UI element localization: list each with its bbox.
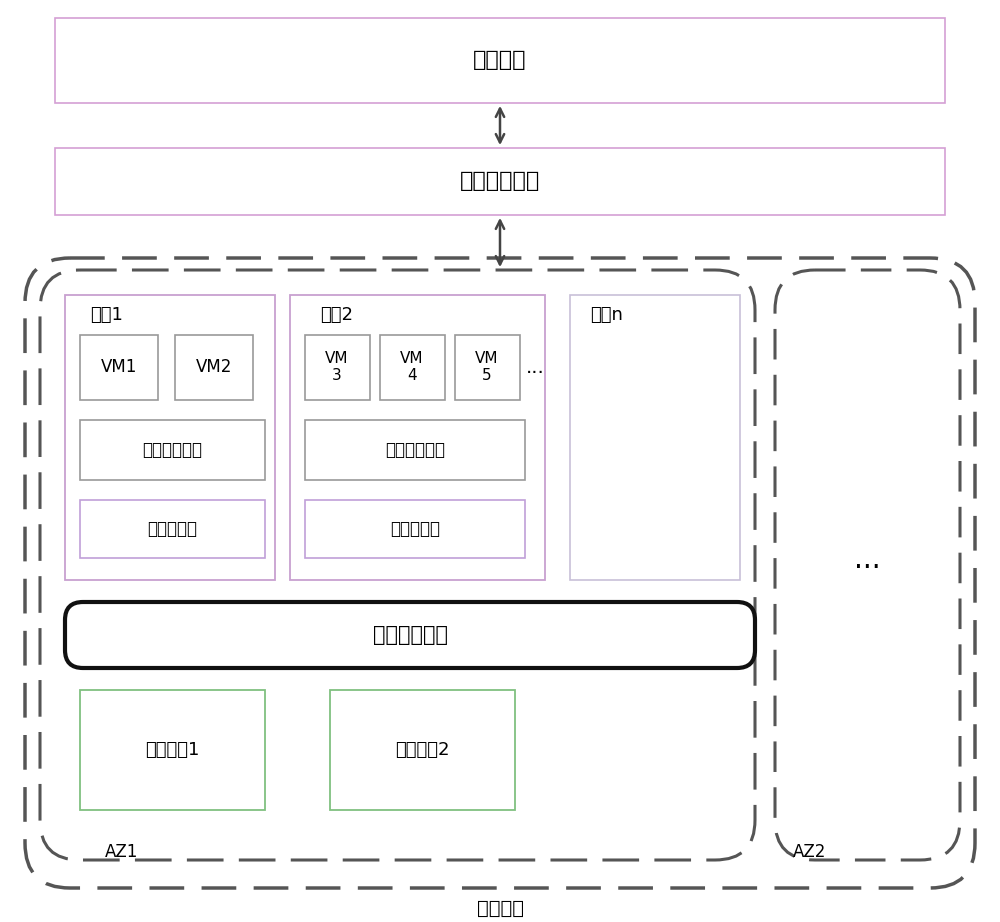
Bar	[65, 295, 275, 580]
Text: ...: ...	[526, 358, 544, 376]
Bar	[80, 500, 265, 558]
FancyBboxPatch shape	[65, 602, 755, 668]
Bar	[380, 335, 445, 400]
Text: VM
3: VM 3	[325, 350, 349, 384]
Text: VM
5: VM 5	[475, 350, 499, 384]
Bar	[305, 500, 525, 558]
Text: 虚拟机监视器: 虚拟机监视器	[142, 441, 202, 459]
Bar	[455, 335, 520, 400]
Bar	[55, 18, 945, 103]
Text: AZ1: AZ1	[105, 843, 138, 861]
FancyBboxPatch shape	[25, 258, 975, 888]
Text: 服务门户: 服务门户	[473, 50, 527, 70]
Bar	[80, 690, 265, 810]
Text: ...: ...	[854, 546, 880, 574]
Text: 主机n: 主机n	[590, 306, 623, 324]
Bar	[330, 690, 515, 810]
Bar	[305, 420, 525, 480]
Bar	[80, 420, 265, 480]
Text: VM2: VM2	[196, 358, 232, 376]
Bar	[175, 335, 253, 400]
Text: 存储设备1: 存储设备1	[145, 741, 199, 759]
Bar	[55, 148, 945, 215]
Text: 主机1: 主机1	[90, 306, 123, 324]
Text: 云控制器集群: 云控制器集群	[460, 171, 540, 191]
Bar	[290, 295, 545, 580]
Text: AZ2: AZ2	[793, 843, 826, 861]
Text: 多路径软件: 多路径软件	[390, 520, 440, 538]
Bar	[570, 295, 740, 580]
Text: 存储区域网络: 存储区域网络	[372, 625, 448, 645]
Bar	[305, 335, 370, 400]
Text: 主机2: 主机2	[320, 306, 353, 324]
Text: VM
4: VM 4	[400, 350, 424, 384]
FancyBboxPatch shape	[40, 270, 755, 860]
FancyBboxPatch shape	[775, 270, 960, 860]
Text: 虚拟机监视器: 虚拟机监视器	[385, 441, 445, 459]
Text: 多路径软件: 多路径软件	[147, 520, 197, 538]
Text: VM1: VM1	[101, 358, 137, 376]
Bar	[80, 335, 158, 400]
Text: 北京地域: 北京地域	[477, 899, 524, 917]
Text: 存储设备2: 存储设备2	[395, 741, 449, 759]
